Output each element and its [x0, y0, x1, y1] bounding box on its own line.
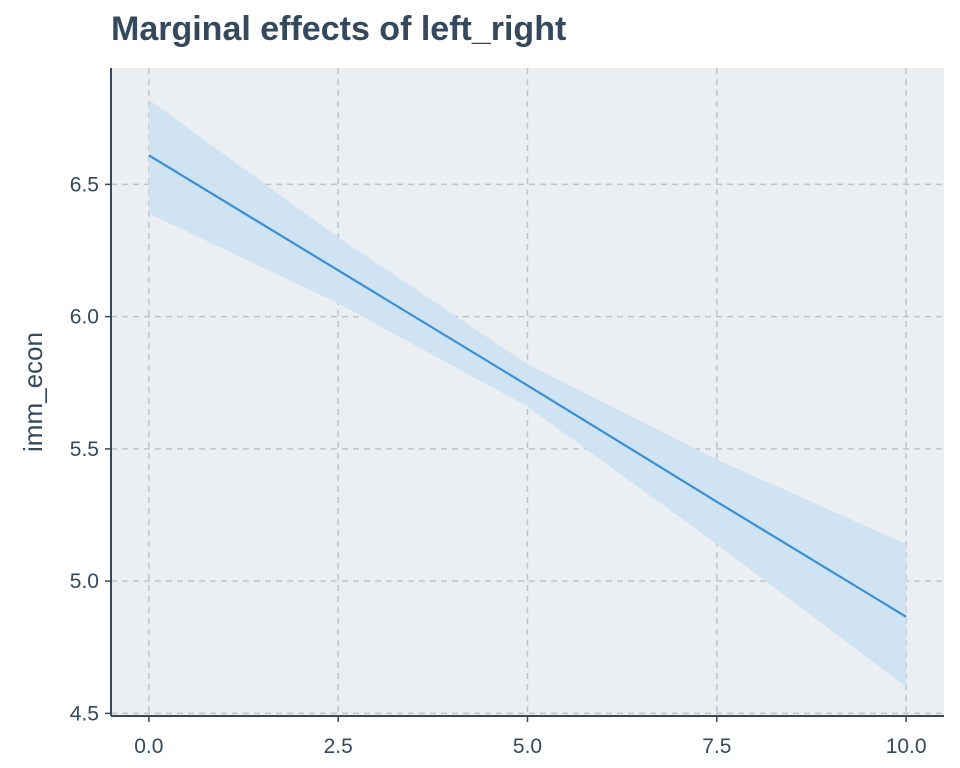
x-tick-label: 0.0	[134, 735, 163, 758]
y-tick-label: 6.5	[70, 173, 99, 196]
y-tick-label: 6.0	[70, 306, 99, 329]
tick-labels: 0.0 2.5 5.0 7.5 10.0 4.5 5.0 5.5 6.0 6.5	[70, 173, 927, 758]
y-tick-label: 5.5	[70, 438, 99, 461]
chart-title: Marginal effects of left_right	[111, 10, 567, 48]
x-tick-label: 2.5	[324, 735, 353, 758]
series-line	[148, 154, 907, 618]
axes	[105, 68, 944, 722]
confidence-band	[148, 99, 907, 687]
y-tick-label: 5.0	[70, 570, 99, 593]
x-tick-label: 5.0	[513, 735, 542, 758]
y-tick-label: 4.5	[70, 702, 99, 725]
x-tick-label: 7.5	[702, 735, 731, 758]
y-axis-title: imm_econ	[18, 332, 48, 452]
x-tick-label: 10.0	[886, 735, 927, 758]
